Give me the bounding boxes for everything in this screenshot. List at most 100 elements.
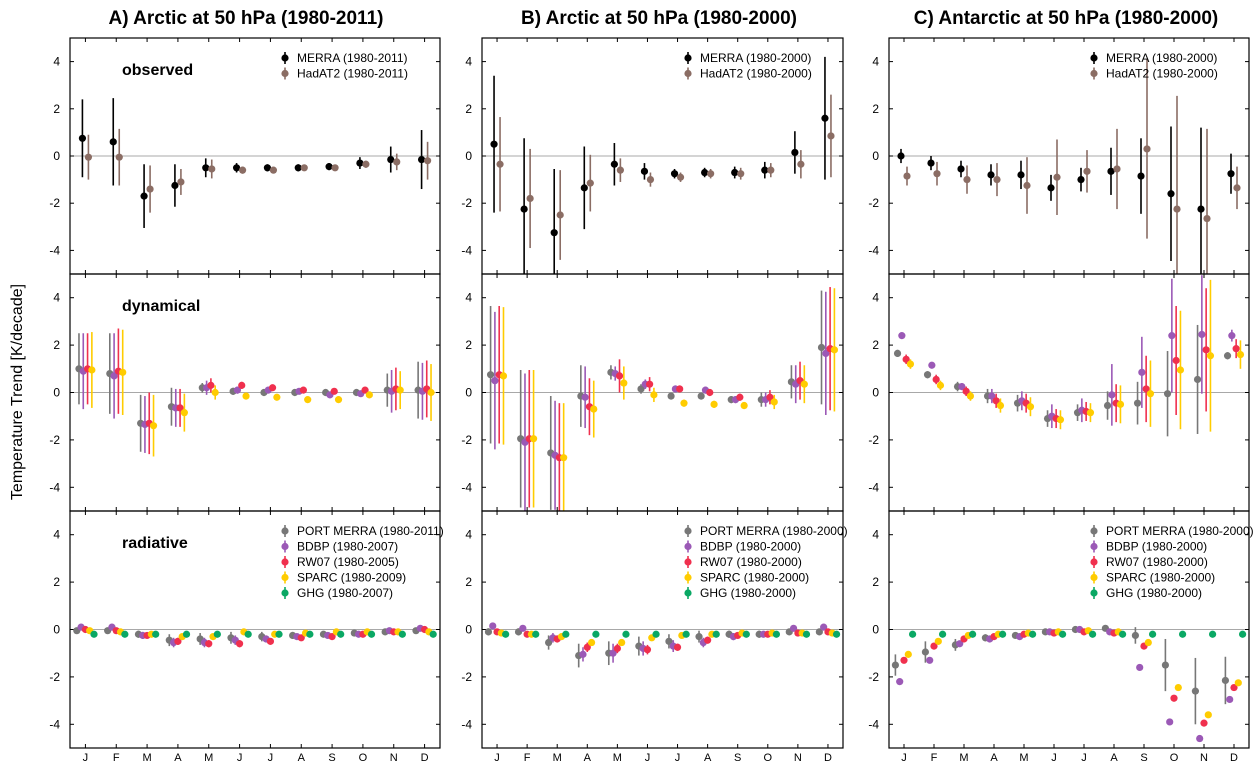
y-tick-label: 4 <box>53 528 60 542</box>
data-point <box>1228 332 1236 340</box>
series-sparc <box>904 627 1242 719</box>
series-bdbp <box>79 333 427 453</box>
data-point <box>1193 375 1202 384</box>
data-point <box>306 630 314 638</box>
legend-swatch <box>1090 527 1098 535</box>
data-point <box>1166 718 1174 726</box>
series-rw07 <box>900 628 1238 727</box>
data-point <box>896 678 904 686</box>
data-point <box>1236 350 1245 359</box>
legend-label: RW07 (1980-2005) <box>297 555 399 569</box>
panel-frame <box>888 510 1250 749</box>
data-point <box>396 386 404 394</box>
series-marks <box>490 56 835 274</box>
x-tick-label: F <box>524 752 531 764</box>
data-point <box>1053 173 1061 181</box>
data-point <box>676 173 685 181</box>
legend: MERRA (1980-2000) HadAT2 (1980-2000) <box>1090 51 1218 81</box>
data-point <box>275 630 283 638</box>
data-point <box>490 140 498 148</box>
data-point <box>242 392 250 400</box>
data-point <box>205 640 213 648</box>
series-bdbp <box>489 622 828 663</box>
data-point <box>1173 205 1181 213</box>
data-point <box>766 393 774 401</box>
data-point <box>958 382 966 391</box>
legend: PORT MERRA (1980-2000) BDBP (1980-2000)RW… <box>684 524 848 600</box>
x-tick-label: J <box>675 752 681 764</box>
data-point <box>1113 165 1121 173</box>
data-point <box>1161 661 1169 669</box>
series-sparc <box>88 329 435 457</box>
data-point <box>1137 172 1145 180</box>
legend-swatch <box>1090 54 1098 62</box>
legend-swatch <box>684 573 692 582</box>
x-tick-label: A <box>990 752 998 764</box>
row-label: radiative <box>122 535 188 552</box>
x-tick-label: D <box>824 752 832 764</box>
data-point <box>1026 403 1035 411</box>
column-title-c: C) Antarctic at 50 hPa (1980-2000) <box>914 8 1218 29</box>
x-tick-label: F <box>931 752 938 764</box>
data-point <box>484 628 493 636</box>
data-point <box>923 371 932 379</box>
y-tick-label: -2 <box>868 670 879 684</box>
y-tick-label: 4 <box>465 291 472 305</box>
x-tick-label: M <box>959 752 968 764</box>
data-point <box>300 164 308 172</box>
data-point <box>616 166 624 174</box>
legend-swatch <box>1090 558 1098 566</box>
data-point <box>667 392 675 400</box>
data-point <box>682 630 690 638</box>
x-tick-label: M <box>142 752 151 764</box>
data-point <box>1149 630 1157 638</box>
data-point <box>988 392 996 400</box>
x-tick-label: M <box>1019 752 1028 764</box>
y-tick-label: 2 <box>465 102 472 116</box>
legend-swatch <box>684 527 692 535</box>
series-rw07 <box>495 287 834 511</box>
series-hadat2 <box>903 59 1241 274</box>
y-tick-label: -2 <box>49 196 60 210</box>
y-tick-label: -4 <box>49 480 60 494</box>
data-point <box>740 401 748 410</box>
data-point <box>269 166 278 174</box>
data-point <box>556 211 564 219</box>
data-point <box>963 176 971 184</box>
y-tick-label: 4 <box>872 291 879 305</box>
data-point <box>622 630 630 638</box>
legend: MERRA (1980-2011) HadAT2 (1980-2011) <box>281 51 408 81</box>
y-tick-label: -2 <box>461 670 472 684</box>
legend-label: RW07 (1980-2000) <box>1106 555 1208 569</box>
data-point <box>646 176 655 184</box>
data-point <box>933 170 941 178</box>
y-tick-label: 4 <box>465 528 472 542</box>
data-point <box>417 155 426 164</box>
data-point <box>140 192 148 200</box>
data-point <box>119 368 127 376</box>
data-point <box>1119 630 1127 638</box>
data-point <box>330 387 338 395</box>
data-point <box>562 630 570 638</box>
series-ghg <box>909 630 1247 638</box>
data-point <box>736 393 744 401</box>
data-point <box>737 170 745 178</box>
data-point <box>1198 330 1206 339</box>
x-tick-label: D <box>421 752 429 764</box>
data-point <box>586 179 594 187</box>
x-tick-label: O <box>359 752 368 764</box>
data-point <box>898 332 906 340</box>
data-point <box>297 634 305 642</box>
data-point <box>934 637 942 645</box>
data-point <box>1202 346 1210 354</box>
data-point <box>609 649 617 657</box>
panel-0-dynamical: 4 2 0 -2 -4 dynamical <box>49 273 441 512</box>
data-point <box>673 643 682 651</box>
data-point <box>710 400 718 408</box>
legend-swatch <box>281 558 289 566</box>
data-point <box>1232 345 1240 353</box>
x-tick-label: N <box>794 752 802 764</box>
data-point <box>817 343 826 352</box>
panel-2-radiative: J F M A M J J A S O N D 4 2 0 -2 -4 PORT MERRA (1980-2000… <box>868 510 1253 764</box>
data-point <box>208 165 216 173</box>
